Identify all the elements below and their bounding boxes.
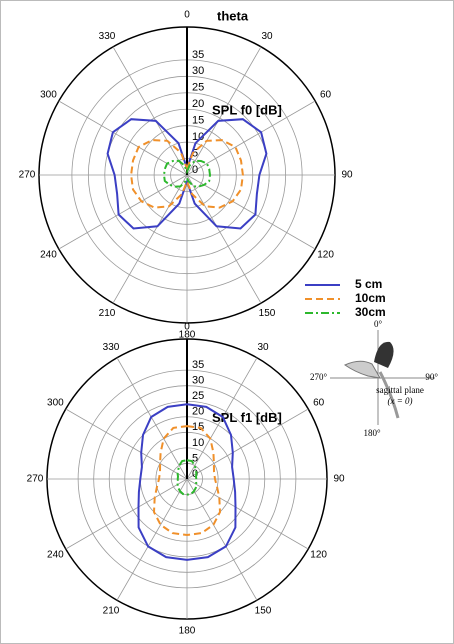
inset-diagram: 0° 90° 180° 270° sagittal plane (x = 0) [310, 319, 438, 438]
spoke [186, 357, 258, 480]
angle-label: 30 [257, 342, 269, 353]
angle-label: 0 [184, 10, 190, 21]
inset-label: 180° [363, 428, 381, 438]
spoke [186, 174, 316, 250]
series-line [106, 118, 268, 230]
r-tick-label: 10 [192, 437, 204, 449]
legend-label: 30cm [355, 305, 386, 319]
spoke [65, 408, 188, 480]
legend-label: 5 cm [355, 277, 382, 291]
r-tick-label: 25 [192, 390, 204, 402]
angle-label: 30 [261, 31, 273, 42]
series-line [162, 159, 212, 188]
spoke [186, 408, 309, 480]
angle-label: 210 [103, 605, 120, 616]
inset-label: 0° [374, 319, 383, 329]
angle-label: 150 [255, 605, 272, 616]
inset-beak [344, 360, 381, 379]
r-tick-label: 25 [192, 82, 204, 94]
r-tick-label: 35 [192, 49, 204, 61]
inset-label: sagittal plane [376, 385, 424, 395]
r-tick-label: 5 [192, 452, 198, 464]
angle-label: 180 [179, 626, 196, 637]
spoke [186, 174, 262, 304]
angle-label: 240 [47, 550, 64, 561]
angle-label: 0 [184, 322, 190, 333]
inset-label: 90° [425, 372, 438, 382]
angle-label: 330 [103, 342, 120, 353]
angle-label: 210 [99, 308, 116, 319]
angle-label: 120 [317, 250, 334, 261]
r-tick-label: 30 [192, 65, 204, 77]
inset-neck [378, 371, 400, 419]
spoke [186, 100, 316, 176]
axis-label: theta [217, 8, 249, 23]
series-line [176, 459, 198, 496]
angle-label: 240 [40, 250, 57, 261]
r-tick-label: 30 [192, 375, 204, 387]
angle-label: 270 [19, 170, 36, 181]
spoke [116, 357, 188, 480]
spoke [112, 46, 188, 176]
inset-label: 270° [310, 372, 328, 382]
r-tick-label: 0 [192, 468, 198, 480]
series-line [137, 403, 237, 561]
r-tick-label: 20 [192, 406, 204, 418]
legend-label: 10cm [355, 291, 386, 305]
inset-label: (x = 0) [387, 396, 412, 406]
angle-label: 330 [99, 31, 116, 42]
spoke [58, 174, 188, 250]
r-tick-label: 20 [192, 98, 204, 110]
angle-label: 90 [333, 474, 345, 485]
angle-label: 300 [47, 398, 64, 409]
inset-head [374, 341, 394, 368]
angle-label: 180 [179, 330, 196, 341]
spoke [186, 478, 258, 601]
r-tick-label: 10 [192, 131, 204, 143]
chart-title: SPL f1 [dB] [212, 410, 282, 425]
angle-label: 120 [310, 550, 327, 561]
angle-label: 150 [259, 308, 276, 319]
series-line [130, 139, 244, 209]
spoke [116, 478, 188, 601]
spoke [186, 478, 309, 550]
r-tick-label: 5 [192, 147, 198, 159]
angle-label: 60 [320, 90, 332, 101]
angle-label: 300 [40, 90, 57, 101]
chart-title: SPL f0 [dB] [212, 103, 282, 118]
spoke [186, 46, 262, 176]
angle-label: 60 [313, 398, 325, 409]
spoke [65, 478, 188, 550]
series-line [152, 425, 222, 537]
spoke [112, 174, 188, 304]
angle-label: 270 [27, 474, 44, 485]
r-tick-label: 0 [192, 164, 198, 176]
r-tick-label: 35 [192, 359, 204, 371]
r-tick-label: 15 [192, 115, 204, 127]
angle-label: 90 [341, 170, 353, 181]
spoke [58, 100, 188, 176]
